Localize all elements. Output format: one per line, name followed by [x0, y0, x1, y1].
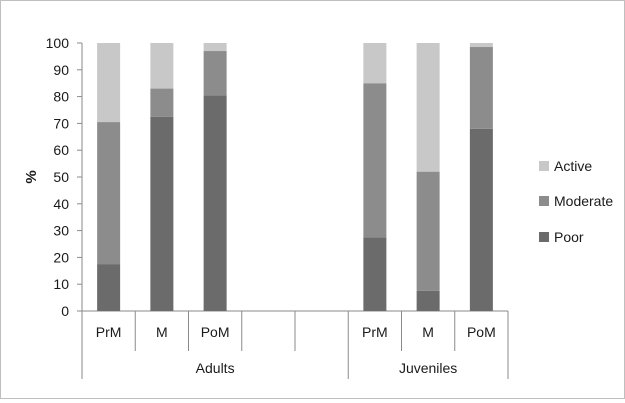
x-category-label: M	[156, 324, 168, 340]
bar-segment-poor	[363, 237, 387, 311]
bar-segment-poor	[416, 290, 440, 311]
y-axis-title: %	[23, 170, 40, 183]
legend-swatch-active	[539, 161, 549, 171]
bar-segment-active	[97, 43, 121, 123]
bar-segment-active	[203, 43, 227, 52]
y-tick-label: 10	[53, 276, 69, 292]
legend-swatch-moderate	[539, 196, 549, 206]
y-tick-label: 90	[53, 62, 69, 78]
bar-segment-moderate	[416, 171, 440, 291]
x-group-label: Juveniles	[399, 360, 457, 376]
y-tick-label: 100	[46, 35, 70, 51]
y-tick-label: 40	[53, 196, 69, 212]
y-tick-label: 0	[61, 303, 69, 319]
bar-segment-active	[150, 43, 174, 89]
x-category-label: PrM	[362, 324, 388, 340]
bar-segment-poor	[97, 264, 121, 311]
bar-segment-moderate	[97, 122, 121, 265]
legend-label: Active	[554, 158, 592, 174]
bar-segment-active	[469, 43, 493, 48]
bar-segment-poor	[469, 128, 493, 311]
y-tick-label: 70	[53, 115, 69, 131]
y-tick-label: 20	[53, 249, 69, 265]
legend-swatch-poor	[539, 232, 549, 242]
bar-segment-moderate	[363, 83, 387, 238]
bar-segment-active	[416, 43, 440, 172]
bar-segment-moderate	[469, 47, 493, 129]
y-tick-label: 50	[53, 169, 69, 185]
y-tick-label: 30	[53, 223, 69, 239]
y-tick-label: 80	[53, 89, 69, 105]
x-category-label: PrM	[96, 324, 122, 340]
bar-segment-poor	[150, 116, 174, 311]
legend-label: Moderate	[554, 193, 613, 209]
x-category-label: PoM	[467, 324, 496, 340]
bar-segment-poor	[203, 95, 227, 311]
bar-segment-moderate	[150, 88, 174, 117]
bar-segment-moderate	[203, 51, 227, 96]
y-tick-label: 60	[53, 142, 69, 158]
x-category-label: M	[422, 324, 434, 340]
legend-label: Poor	[554, 229, 584, 245]
bar-segment-active	[363, 43, 387, 84]
x-category-label: PoM	[201, 324, 230, 340]
x-group-label: Adults	[196, 360, 235, 376]
